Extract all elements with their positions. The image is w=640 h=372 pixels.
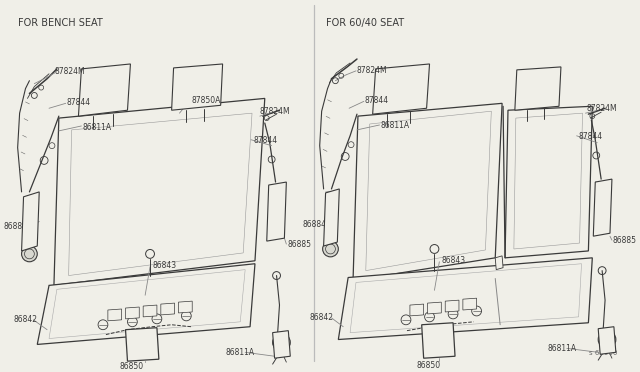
Text: 87824M: 87824M xyxy=(357,66,388,75)
Text: 86811A: 86811A xyxy=(83,123,111,132)
Text: 87824M: 87824M xyxy=(586,104,617,113)
Polygon shape xyxy=(495,256,503,270)
Text: 87844: 87844 xyxy=(579,132,603,141)
Polygon shape xyxy=(161,303,175,315)
Polygon shape xyxy=(22,192,39,251)
Text: 86850: 86850 xyxy=(120,362,144,371)
Text: 86842: 86842 xyxy=(310,313,334,322)
Polygon shape xyxy=(463,298,477,310)
Polygon shape xyxy=(54,99,265,285)
Polygon shape xyxy=(353,103,502,280)
Text: FOR 60/40 SEAT: FOR 60/40 SEAT xyxy=(326,18,404,28)
Circle shape xyxy=(22,246,37,262)
Text: 86843: 86843 xyxy=(442,256,465,265)
Text: FOR BENCH SEAT: FOR BENCH SEAT xyxy=(18,18,102,28)
Text: 87824M: 87824M xyxy=(55,67,86,76)
Polygon shape xyxy=(125,307,140,319)
Polygon shape xyxy=(324,189,339,246)
Circle shape xyxy=(273,334,291,351)
Polygon shape xyxy=(598,327,616,354)
Polygon shape xyxy=(172,64,223,110)
Text: 87844: 87844 xyxy=(365,96,389,105)
Polygon shape xyxy=(143,305,157,317)
Text: s 68000: s 68000 xyxy=(589,350,618,356)
Polygon shape xyxy=(372,64,429,114)
Text: 86884: 86884 xyxy=(4,222,28,231)
Polygon shape xyxy=(273,331,291,358)
Text: 86843: 86843 xyxy=(152,261,176,270)
Text: 86885: 86885 xyxy=(287,240,311,248)
Text: 86811A: 86811A xyxy=(381,121,410,130)
Polygon shape xyxy=(428,302,442,314)
Text: 87844: 87844 xyxy=(253,136,277,145)
Polygon shape xyxy=(79,64,131,116)
Text: 86842: 86842 xyxy=(13,315,38,324)
Text: 86885: 86885 xyxy=(613,235,637,245)
Polygon shape xyxy=(515,67,561,110)
Polygon shape xyxy=(37,264,255,344)
Polygon shape xyxy=(505,106,593,258)
Polygon shape xyxy=(267,182,286,241)
Text: 86811A: 86811A xyxy=(547,344,577,353)
Text: 86884: 86884 xyxy=(302,220,326,229)
Polygon shape xyxy=(593,179,612,236)
Circle shape xyxy=(323,241,339,257)
Polygon shape xyxy=(445,300,459,312)
Polygon shape xyxy=(179,301,192,313)
Text: 87824M: 87824M xyxy=(260,107,291,116)
Polygon shape xyxy=(108,309,122,321)
Polygon shape xyxy=(339,258,593,340)
Text: 87850A: 87850A xyxy=(191,96,221,105)
Text: 87844: 87844 xyxy=(67,99,91,108)
Polygon shape xyxy=(410,304,424,316)
Text: 86811A: 86811A xyxy=(225,348,255,357)
Polygon shape xyxy=(125,328,159,361)
Polygon shape xyxy=(422,323,455,358)
Circle shape xyxy=(598,331,616,348)
Text: 86850: 86850 xyxy=(417,361,441,370)
